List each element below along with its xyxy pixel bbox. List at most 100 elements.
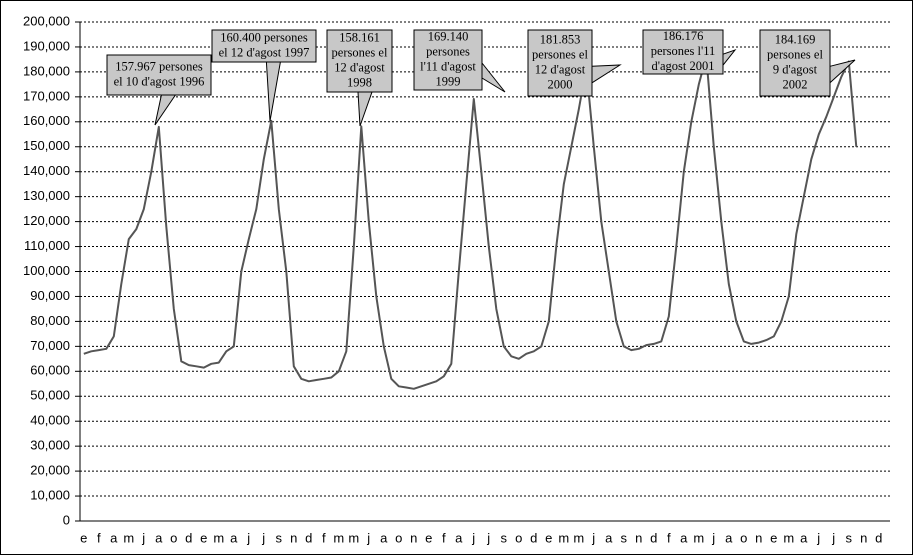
x-tick-label: a [725,530,733,545]
x-tick-label: m [783,530,794,545]
x-tick-label: n [860,530,867,545]
x-tick-label: f [667,530,671,545]
x-tick-label: n [410,530,417,545]
callout-text: 2002 [783,77,808,91]
x-tick-label: e [425,530,432,545]
y-tick-label: 90,000 [30,288,70,303]
callout-text: persones el [532,47,588,61]
y-tick-label: 120,000 [23,213,70,228]
x-tick-label: j [816,530,820,545]
y-tick-label: 50,000 [30,388,70,403]
y-tick-label: 70,000 [30,338,70,353]
x-tick-label: a [800,530,808,545]
callout-text: 1998 [347,75,372,89]
callout-box [326,29,393,93]
y-tick-label: 10,000 [30,487,70,502]
x-tick-label: o [740,530,747,545]
x-tick-label: s [621,530,628,545]
callout-text: 157.967 persones [115,59,203,73]
x-tick-label: s [501,530,508,545]
callout-box [527,29,593,97]
x-tick-label: f [97,530,101,545]
x-tick-label: a [605,530,613,545]
x-tick-label: f [322,530,326,545]
x-tick-label: m [348,530,359,545]
x-tick-label: m [693,530,704,545]
y-tick-label: 150,000 [23,138,70,153]
callout-text: 160.400 persones [220,30,308,44]
callout-text: l'11 d'agost [420,59,476,73]
x-tick-label: j [471,530,475,545]
x-tick-label: e [200,530,207,545]
callout-box [413,29,483,91]
callout-text: 9 d'agost [773,62,818,76]
x-tick-label: a [230,530,238,545]
x-tick-label: s [276,530,283,545]
callout-text: 1999 [436,74,461,88]
y-tick-label: 180,000 [23,63,70,78]
x-tick-label: a [680,530,688,545]
x-tick-label: m [213,530,224,545]
callout-text: 12 d'agost [535,62,586,76]
x-tick-label: m [573,530,584,545]
x-tick-label: d [305,530,312,545]
callout-text: 158.161 [339,30,380,44]
x-tick-label: j [261,530,265,545]
callout-text: d'agost 2001 [651,59,714,73]
callout-text: persones el [767,47,823,61]
callout-box [211,29,317,63]
y-tick-label: 190,000 [23,38,70,53]
x-tick-label: n [755,530,762,545]
callout-text: 169.140 [428,29,469,43]
x-tick-label: e [545,530,552,545]
y-tick-label: 200,000 [23,13,70,28]
data-line [83,55,858,390]
y-tick-label: 170,000 [23,88,70,103]
x-tick-label: a [110,530,118,545]
x-tick-label: d [185,530,192,545]
x-tick-label: n [635,530,642,545]
x-tick-label: n [290,530,297,545]
x-tick-label: o [170,530,177,545]
callout-text: 184.169 [775,32,816,46]
x-tick-label: f [442,530,446,545]
x-tick-label: a [155,530,163,545]
callout-text: 186.176 [663,29,704,43]
callout-text: 181.853 [540,32,581,46]
callout-text: 12 d'agost [334,60,385,74]
x-tick-label: j [366,530,370,545]
x-tick-label: d [530,530,537,545]
x-tick-label: m [333,530,344,545]
x-tick-label: j [141,530,145,545]
x-tick-label: d [650,530,657,545]
y-tick-label: 100,000 [23,263,70,278]
x-tick-label: j [711,530,715,545]
x-tick-label: e [770,530,777,545]
x-tick-label: j [591,530,595,545]
x-tick-label: m [558,530,569,545]
y-tick-label: 30,000 [30,438,70,453]
callout-text: el 10 d'agost 1996 [114,74,205,88]
y-tick-label: 40,000 [30,413,70,428]
x-tick-label: d [875,530,882,545]
x-tick-label: j [246,530,250,545]
callout-text: el 12 d'agost 1997 [219,45,310,59]
y-tick-label: 80,000 [30,313,70,328]
callout-text: 2000 [548,77,573,91]
x-tick-label: s [846,530,853,545]
callout-box [642,29,724,75]
x-tick-label: o [515,530,522,545]
y-tick-label: 110,000 [24,238,70,253]
y-tick-label: 60,000 [30,363,70,378]
x-tick-label: e [80,530,87,545]
callout-box [106,54,212,96]
y-tick-label: 130,000 [23,188,70,203]
y-tick-label: 20,000 [30,463,70,478]
callout-box [759,29,831,97]
x-tick-label: j [486,530,490,545]
